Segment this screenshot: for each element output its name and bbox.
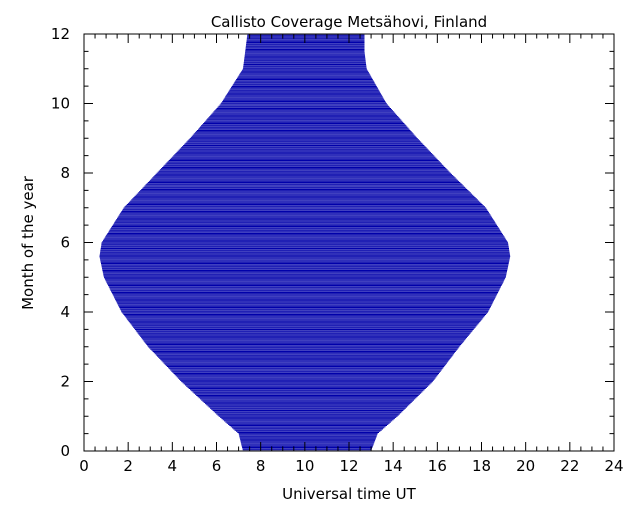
x-tick-labels: 0 2 4 6 8 10 12 14 16 18 20 22 24 <box>79 457 623 475</box>
x-tick-label: 14 <box>384 457 403 475</box>
x-tick-label: 2 <box>123 457 133 475</box>
x-tick-label: 24 <box>604 457 623 475</box>
x-tick-label: 18 <box>472 457 491 475</box>
x-axis-label: Universal time UT <box>282 485 417 503</box>
x-tick-label: 0 <box>79 457 89 475</box>
coverage-lines <box>99 33 511 452</box>
y-tick-label: 0 <box>60 442 70 460</box>
x-tick-label: 12 <box>339 457 358 475</box>
x-tick-label: 6 <box>212 457 222 475</box>
x-tick-label: 16 <box>428 457 447 475</box>
x-tick-label: 20 <box>516 457 535 475</box>
axis-ticks <box>83 33 615 452</box>
y-tick-label: 6 <box>60 234 70 252</box>
chart-title: Callisto Coverage Metsähovi, Finland <box>211 13 487 31</box>
x-tick-label: 8 <box>256 457 266 475</box>
y-tick-label: 10 <box>51 95 70 113</box>
y-tick-label: 4 <box>60 303 70 321</box>
x-tick-label: 22 <box>560 457 579 475</box>
x-tick-label: 10 <box>295 457 314 475</box>
y-tick-labels: 0 2 4 6 8 10 12 <box>51 25 70 460</box>
y-tick-label: 2 <box>60 373 70 391</box>
y-tick-label: 12 <box>51 25 70 43</box>
y-axis-label: Month of the year <box>19 175 37 310</box>
x-tick-label: 4 <box>168 457 178 475</box>
y-tick-label: 8 <box>60 164 70 182</box>
